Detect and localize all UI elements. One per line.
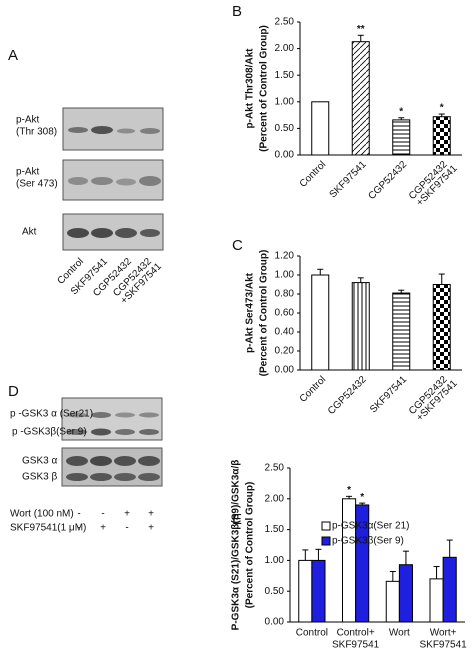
- y-tick-label: 0.40: [275, 327, 295, 338]
- bar: [398, 564, 413, 623]
- significance: **: [357, 24, 365, 35]
- treatment-label: Wort (100 nM): [10, 509, 74, 520]
- bar: [432, 116, 451, 156]
- y-axis-label: (Percent of Control Group): [245, 482, 256, 609]
- x-tick-label: Control: [298, 159, 329, 190]
- panel-label: A: [8, 47, 18, 64]
- y-tick-label: 1.00: [275, 96, 295, 107]
- y-tick-label: 0.60: [275, 308, 295, 319]
- sign: -: [101, 509, 104, 520]
- x-tick-label: SKF97541: [368, 374, 410, 416]
- sign: -: [77, 509, 80, 520]
- panel-label: E: [232, 511, 242, 528]
- y-tick-label: 0.50: [265, 586, 285, 597]
- y-tick-label: 0.00: [275, 365, 295, 376]
- y-tick-label: 1.00: [265, 555, 285, 566]
- y-tick-label: 1.00: [275, 270, 295, 281]
- x-tick-label: Control+: [337, 628, 375, 639]
- blot-row-label: (Thr 308): [16, 127, 57, 138]
- x-tick-label: Wort+: [430, 628, 457, 639]
- y-tick-label: 0.00: [275, 150, 295, 161]
- bands: [66, 412, 160, 481]
- y-axis-label: (Percent of Control Group): [259, 250, 270, 377]
- panel-label: C: [232, 237, 243, 254]
- legend-label: p-GSK3α(Ser 21): [332, 521, 409, 532]
- y-axis-label: (Percent of Control Group): [259, 25, 270, 152]
- y-tick-label: 0.20: [275, 346, 295, 357]
- significance: *: [399, 106, 403, 117]
- bar: [311, 274, 330, 371]
- blot-a: p-Akt (Thr 308) p-Akt (Ser 473) Akt Cont…: [16, 107, 164, 307]
- sign: -: [125, 523, 128, 534]
- y-tick-label: 2.50: [265, 463, 285, 474]
- blot-row-label: p-Akt: [16, 115, 40, 126]
- bar: [385, 580, 400, 623]
- x-tick-label: SKF97541: [328, 159, 370, 201]
- sign: +: [100, 523, 106, 534]
- y-tick-label: 1.50: [265, 524, 285, 535]
- sign: -: [77, 523, 80, 534]
- blot-row-label: p -GSK3 α (Ser21): [10, 409, 93, 420]
- x-tick-label: SKF97541: [419, 640, 467, 651]
- bar: [429, 578, 444, 623]
- y-tick-label: 2.00: [265, 493, 285, 504]
- y-tick-label: 0.80: [275, 289, 295, 300]
- y-axis-label: p-Akt Thr308/Akt: [245, 48, 256, 129]
- y-axis-label: P-GSK3α (S21)/GSK3β(S9)/GSK3α/β: [231, 460, 242, 631]
- panel-label: B: [232, 3, 242, 20]
- y-tick-label: 0.00: [265, 617, 285, 628]
- x-tick-label: Control: [298, 374, 329, 405]
- bar: [342, 498, 357, 623]
- treatment-label: SKF97541(1 μM): [10, 523, 86, 534]
- blot-d: p -GSK3 α (Ser21) p -GSK3β(Ser 9) GSK3 α…: [10, 397, 163, 534]
- blot-row-label: (Ser 473): [16, 179, 58, 190]
- legend-swatch: [321, 536, 331, 546]
- y-axis-label: p-Akt Ser473/Akt: [245, 272, 256, 353]
- legend-swatch: [321, 521, 331, 531]
- y-tick-label: 0.50: [275, 123, 295, 134]
- sign: +: [124, 509, 130, 520]
- significance: *: [440, 103, 444, 114]
- panel-label: D: [8, 383, 19, 400]
- x-tick-label: Wort: [389, 628, 410, 639]
- x-tick-label: SKF97541: [332, 640, 380, 651]
- blot-row-label: Akt: [22, 227, 37, 238]
- significance: *: [347, 485, 351, 496]
- y-tick-label: 1.20: [275, 251, 295, 262]
- bar: [392, 292, 411, 371]
- blot-row-label: p-Akt: [16, 167, 40, 178]
- bar: [442, 556, 457, 623]
- sign: +: [148, 523, 154, 534]
- y-tick-label: 2.00: [275, 43, 295, 54]
- x-tick-label: CGP52432: [326, 374, 369, 417]
- bar: [311, 101, 330, 156]
- sign: +: [148, 509, 154, 520]
- x-tick-label: Control: [296, 628, 328, 639]
- blot-row-label: p -GSK3β(Ser 9): [12, 427, 87, 438]
- bar: [311, 559, 326, 623]
- bar: [298, 559, 313, 623]
- y-tick-label: 2.50: [275, 17, 295, 28]
- significance: *: [360, 492, 364, 503]
- bar: [351, 41, 370, 156]
- bands: [67, 126, 161, 238]
- y-tick-label: 1.50: [275, 70, 295, 81]
- blot-row-label: GSK3 α: [22, 456, 57, 467]
- legend-label: p-GSK3β(Ser 9): [332, 536, 404, 547]
- bar: [392, 119, 411, 156]
- x-tick-label: CGP52432: [366, 159, 409, 202]
- blot-row-label: GSK3 β: [22, 472, 57, 483]
- bar: [351, 282, 370, 371]
- bar: [432, 284, 451, 371]
